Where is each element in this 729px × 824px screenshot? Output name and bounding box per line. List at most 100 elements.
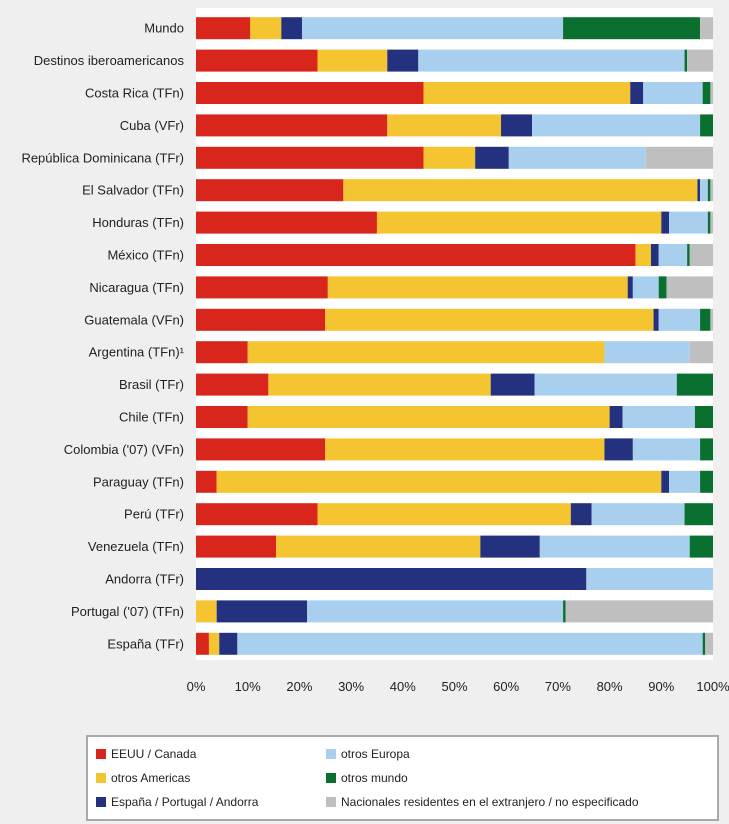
legend-label-eeuu-canada: EEUU / Canada (111, 747, 197, 761)
bar-segment-me-xico-tfn-s3 (658, 244, 688, 266)
category-label-el-salvador-tfn: El Salvador (TFn) (82, 183, 184, 198)
bar-segment-honduras-tfn-s0 (196, 211, 377, 234)
bar-segment-peru-tfr-s0 (196, 503, 318, 526)
bar-segment-paraguay-tfn-s2 (661, 470, 670, 493)
bar-segment-chile-tfn-s1 (247, 406, 610, 428)
bar-segment-nicaragua-tfn-s4 (658, 276, 667, 299)
bar-segment-cuba-vfr-s2 (501, 114, 533, 137)
category-label-costa-rica-tfn: Costa Rica (TFn) (85, 86, 184, 101)
bar-segment-brasil-tfr-s4 (676, 373, 713, 396)
legend-item-nacionales-residentes: Nacionales residentes en el extranjero /… (326, 795, 639, 809)
legend-item-otros-americas: otros Americas (96, 771, 190, 785)
bar-segment-guatemala-vfn-s5 (710, 308, 713, 331)
bar-segment-portugal-07-tfn-s2 (216, 600, 308, 623)
legend-swatch-eeuu-canada (96, 749, 106, 759)
bar-segment-portugal-07-tfn-s5 (565, 600, 713, 623)
bar-segment-chile-tfn-s4 (694, 406, 713, 428)
x-tick-label: 90% (648, 679, 674, 694)
bar-segment-venezuela-tfn-s2 (480, 535, 540, 558)
legend-swatch-otros-americas (96, 773, 106, 783)
legend-item-espana-portugal-andorra: España / Portugal / Andorra (96, 795, 258, 809)
bar-segment-colombia-07-vfn-s0 (196, 438, 326, 461)
category-label-espan-a-tfr: España (TFr) (107, 636, 184, 651)
bar-segment-el-salvador-tfn-s5 (710, 179, 713, 202)
bar-segment-guatemala-vfn-s2 (653, 308, 659, 331)
bar-segment-repu-blica-dominicana-tfr-s3 (508, 146, 646, 169)
bar-segment-paraguay-tfn-s0 (196, 470, 217, 493)
chart-plot: Mundo Destinos iberoamericanos Costa Rica … (21, 8, 729, 694)
bar-segment-guatemala-vfn-s3 (658, 308, 701, 331)
bar-segment-chile-tfn-s0 (196, 406, 248, 428)
bar-segment-portugal-07-tfn-s3 (307, 600, 564, 623)
bar-segment-el-salvador-tfn-s0 (196, 179, 344, 202)
bar-segment-costa-rica-tfn-s1 (423, 82, 631, 104)
bar-segment-chile-tfn-s3 (622, 406, 695, 428)
bar-segment-nicaragua-tfn-s2 (627, 276, 633, 299)
bar-segment-me-xico-tfn-s5 (689, 244, 713, 266)
category-label-nicaragua-tfn: Nicaragua (TFn) (89, 280, 184, 295)
category-label-colombia-07-vfn: Colombia ('07) (VFn) (64, 442, 184, 457)
bar-segment-venezuela-tfn-s1 (276, 535, 481, 558)
category-label-paraguay-tfn: Paraguay (TFn) (93, 474, 184, 489)
legend-label-nacionales-residentes: Nacionales residentes en el extranjero /… (341, 795, 639, 809)
bar-segment-venezuela-tfn-s0 (196, 535, 277, 558)
bar-segment-guatemala-vfn-s0 (196, 308, 326, 331)
bar-segment-nicaragua-tfn-s0 (196, 276, 328, 299)
bar-segment-venezuela-tfn-s3 (539, 535, 690, 558)
bar-segment-argentina-tfn-s0 (196, 341, 248, 364)
x-tick-label: 60% (493, 679, 519, 694)
category-label-guatemala-vfn: Guatemala (VFn) (84, 312, 184, 327)
bar-segment-peru-tfr-s4 (684, 503, 713, 526)
bar-segment-repu-blica-dominicana-tfr-s5 (645, 146, 713, 169)
bar-segment-mundo-s3 (301, 17, 564, 40)
x-tick-label: 100% (696, 679, 729, 694)
bar-segment-nicaragua-tfn-s1 (327, 276, 628, 299)
bar-segment-cuba-vfr-s0 (196, 114, 388, 137)
bar-segment-mundo-s2 (281, 17, 302, 40)
bar-segment-brasil-tfr-s3 (534, 373, 677, 396)
category-label-me-xico-tfn: México (TFn) (107, 248, 184, 263)
bar-segment-argentina-tfn-s3 (604, 341, 690, 364)
bar-segment-mundo-s4 (563, 17, 701, 40)
bar-segment-destinos-iberoamericanos-s5 (687, 49, 713, 72)
bar-segment-mundo-s0 (196, 17, 251, 40)
bar-segment-portugal-07-tfn-s1 (196, 600, 217, 623)
bar-segment-honduras-tfn-s1 (376, 211, 662, 234)
bar-segment-peru-tfr-s1 (317, 503, 571, 526)
bar-segment-argentina-tfn-s5 (689, 341, 713, 364)
x-tick-label: 70% (545, 679, 571, 694)
bar-segment-espan-a-tfr-s4 (702, 632, 706, 655)
legend-label-otros-europa: otros Europa (341, 747, 410, 761)
category-label-honduras-tfn: Honduras (TFn) (92, 215, 184, 230)
bar-segment-cuba-vfr-s3 (532, 114, 701, 137)
category-label-mundo: Mundo (144, 21, 184, 36)
bar-segment-chile-tfn-s2 (609, 406, 623, 428)
bar-segment-colombia-07-vfn-s1 (325, 438, 605, 461)
legend-label-otros-americas: otros Americas (111, 771, 191, 785)
bar-segment-nicaragua-tfn-s5 (666, 276, 713, 299)
x-tick-label: 80% (597, 679, 623, 694)
bar-segment-paraguay-tfn-s3 (669, 470, 701, 493)
bar-segment-el-salvador-tfn-s1 (343, 179, 698, 202)
bar-segment-costa-rica-tfn-s5 (710, 82, 713, 104)
legend-swatch-espana-portugal-andorra (96, 797, 106, 807)
legend-label-otros-mundo: otros mundo (341, 771, 408, 785)
x-tick-label: 20% (286, 679, 312, 694)
category-label-destinos-iberoamericanos: Destinos iberoamericanos (34, 53, 185, 68)
bar-segment-espan-a-tfr-s1 (208, 632, 220, 655)
bar-segment-espan-a-tfr-s3 (237, 632, 703, 655)
bar-segment-me-xico-tfn-s2 (650, 244, 659, 266)
bar-segment-andorra-tfr-s2 (196, 568, 587, 590)
bar-segment-me-xico-tfn-s0 (196, 244, 636, 266)
x-tick-label: 30% (338, 679, 364, 694)
bar-segment-colombia-07-vfn-s2 (604, 438, 633, 461)
bar-segment-cuba-vfr-s4 (700, 114, 713, 137)
legend-swatch-otros-mundo (326, 773, 336, 783)
bar-segment-repu-blica-dominicana-tfr-s2 (475, 146, 509, 169)
category-label-peru-tfr: Perú (TFr) (124, 507, 184, 522)
legend-item-otros-mundo: otros mundo (326, 771, 408, 785)
bar-segment-me-xico-tfn-s1 (635, 244, 651, 266)
bar-segment-destinos-iberoamericanos-s3 (418, 49, 685, 72)
bar-segment-destinos-iberoamericanos-s2 (387, 49, 419, 72)
bar-segment-el-salvador-tfn-s4 (707, 179, 711, 202)
